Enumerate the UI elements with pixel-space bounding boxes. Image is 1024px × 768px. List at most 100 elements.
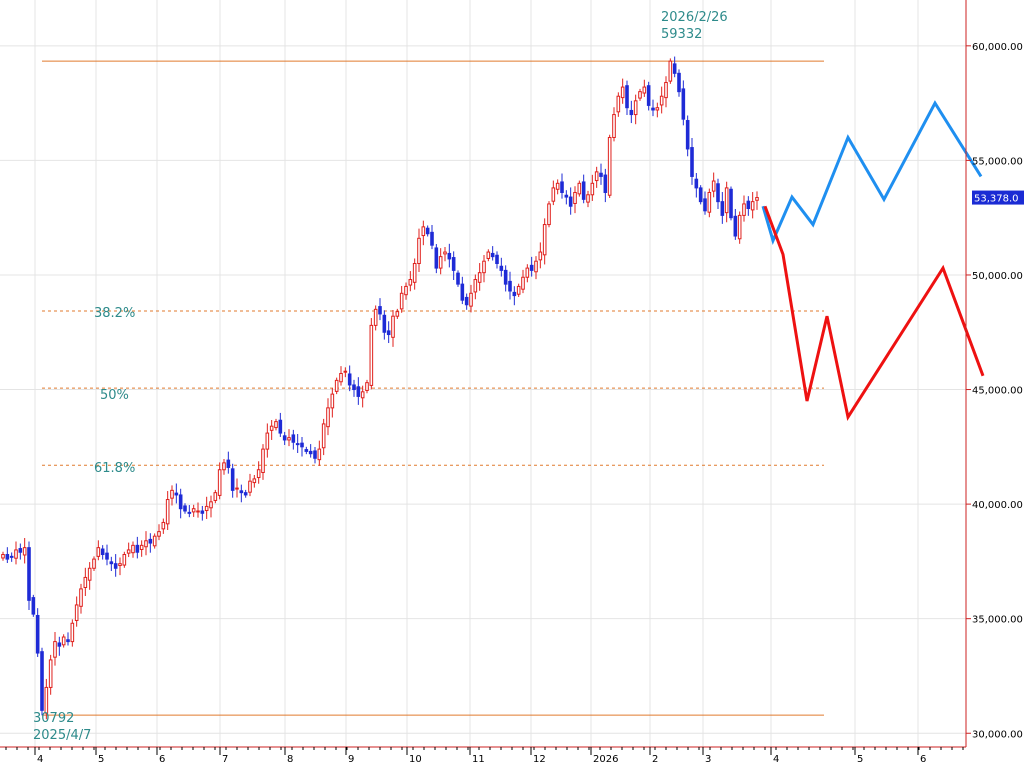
candle-body [274, 421, 278, 429]
candle-body [720, 201, 725, 216]
candle-body [694, 178, 699, 189]
candle-body [464, 296, 469, 306]
candle-body [304, 449, 309, 452]
candle-body [196, 510, 200, 513]
candle-body [313, 450, 317, 459]
candle-body [555, 182, 560, 190]
candle-body [495, 254, 499, 265]
candle-body [209, 501, 213, 509]
candle-body [230, 468, 235, 491]
grid-lines [0, 0, 966, 747]
candle-body [664, 81, 668, 99]
candle-body [5, 554, 10, 560]
candle-body [148, 538, 153, 544]
candle-body [9, 555, 14, 558]
candle-body [57, 642, 62, 647]
candle-body [417, 237, 421, 265]
candle-body [438, 256, 443, 269]
candle-body [174, 492, 179, 496]
x-tick-label: 3 [705, 754, 711, 765]
candle-body [70, 622, 75, 643]
candle-body [1, 554, 5, 559]
candle-body [131, 544, 135, 554]
candle-body [226, 459, 231, 468]
candle-body [538, 251, 543, 261]
candle-body [152, 535, 157, 547]
x-tick-label: 8 [287, 754, 293, 765]
candle-body [326, 407, 330, 428]
candle-body [668, 60, 673, 82]
candle-body [516, 285, 521, 295]
candle-body [755, 197, 759, 201]
x-tick-label: 12 [533, 754, 546, 765]
candle-body [590, 182, 595, 196]
candle-body [430, 231, 434, 246]
candle-body [126, 549, 131, 554]
candle-body [750, 201, 755, 211]
candle-body [395, 311, 400, 317]
candle-body [217, 469, 222, 496]
candle-body [18, 548, 23, 553]
candle-body [118, 563, 122, 567]
candle-body [378, 306, 382, 315]
candle-body [529, 264, 534, 271]
candle-body [703, 198, 707, 212]
candle-body [135, 544, 140, 553]
candle-body [334, 379, 339, 392]
candle-body [96, 547, 101, 557]
candle-body [265, 432, 270, 450]
candle-body [612, 114, 616, 138]
candle-body [629, 109, 634, 116]
candle-body [53, 641, 57, 658]
candle-body [278, 419, 283, 434]
x-tick-label: 10 [409, 754, 422, 765]
candle-body [204, 505, 209, 512]
candle-body [633, 100, 638, 116]
candle-body [599, 172, 603, 177]
candle-body [672, 63, 677, 74]
candle-body [157, 531, 161, 537]
candle-body [48, 659, 53, 688]
candle-body [581, 181, 586, 200]
x-tick-label: 4 [37, 754, 43, 765]
candle-body [356, 386, 361, 397]
horizontal-levels [42, 60, 824, 716]
candle-body [729, 188, 733, 219]
bullish-scenario-line [761, 100, 983, 245]
candle-body [447, 252, 452, 260]
candle-body [681, 88, 686, 120]
candle-body [508, 280, 512, 292]
candle-body [542, 224, 547, 256]
candle-body [724, 187, 729, 214]
candle-body [534, 260, 538, 273]
candle-body [434, 247, 439, 269]
candle-body [737, 214, 742, 240]
x-tick-label: 11 [472, 754, 485, 765]
x-tick-label: 2026 [593, 754, 618, 765]
candle-body [261, 448, 265, 473]
candle-body [594, 171, 599, 182]
candle-body [22, 547, 27, 556]
candle-body [243, 492, 248, 496]
candle-body [161, 521, 166, 530]
candle-body [521, 276, 525, 290]
candle-body [343, 370, 348, 373]
x-tick-label: 2 [652, 754, 658, 765]
candle-body [711, 180, 716, 192]
candle-body [44, 686, 49, 714]
candle-body [252, 478, 257, 484]
candle-body [443, 251, 447, 255]
candle-body [707, 191, 712, 213]
bearish-scenario-line [763, 205, 985, 421]
candle-body [391, 315, 395, 338]
x-tick-label: 7 [222, 754, 228, 765]
candle-body [642, 86, 647, 94]
candle-body [503, 269, 508, 285]
candle-body [716, 183, 720, 203]
candle-body [113, 563, 118, 569]
candle-body [564, 194, 569, 198]
fib-level-label: 38.2% [94, 306, 135, 321]
candle-body [620, 86, 625, 99]
candle-body [109, 561, 114, 565]
